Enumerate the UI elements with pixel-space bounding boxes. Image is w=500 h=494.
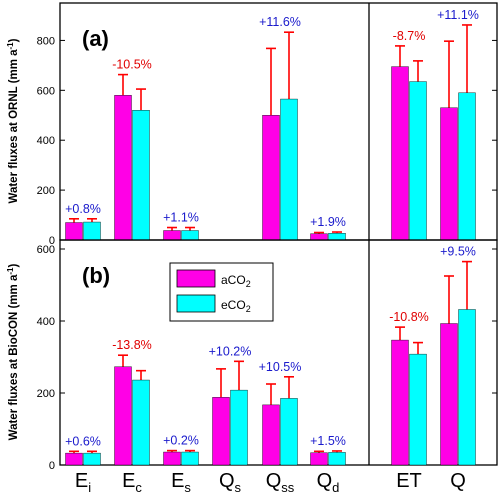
legend-swatch-aco2 xyxy=(176,269,216,288)
panel-b-y-axis-label-sup: -1 xyxy=(6,267,15,275)
panel-a-bar-eCO2-5 xyxy=(328,233,346,241)
panel-a-ytick-label-4: 800 xyxy=(37,35,55,47)
panel-a-ytick-label-3: 600 xyxy=(37,85,55,97)
panel-b-bar-eCO2-7 xyxy=(458,309,476,466)
legend-label-eco2-main: eCO xyxy=(221,298,246,312)
panel-a-change-label-1: -10.5% xyxy=(112,58,152,72)
panel-b-change-label-5: +1.5% xyxy=(310,434,346,448)
panel-b-ytick-label-1: 200 xyxy=(37,388,55,400)
panel-b-bar-aCO2-3 xyxy=(212,397,230,466)
panel-a-bar-aCO2-0 xyxy=(65,222,83,241)
panel-b-bars: +0.6% -13.8% +0.2% +10.2% +10.5% +1.5% -10.8% +… xyxy=(65,245,476,466)
panel-a: (a) 0 200 400 600 800 +0.8% -10.5% +1.1% +11.6%… xyxy=(6,2,498,247)
panel-a-change-label-0: +0.8% xyxy=(65,202,101,216)
panel-a-bar-aCO2-7 xyxy=(440,107,458,241)
panel-b-ytick-label-0: 0 xyxy=(49,460,55,472)
panel-a-change-label-5: +1.9% xyxy=(310,215,346,229)
x-category-label-1: Ec xyxy=(122,470,142,494)
panel-b-change-label-2: +0.2% xyxy=(163,434,199,448)
panel-b-change-label-3: +10.2% xyxy=(209,344,252,358)
panel-b-bar-aCO2-1 xyxy=(114,366,132,466)
legend-swatch-eco2 xyxy=(176,294,216,313)
panel-b-bar-eCO2-6 xyxy=(409,353,427,466)
legend: aCO2 eCO2 xyxy=(169,262,274,322)
panel-a-y-axis-label-sup: -1 xyxy=(6,42,15,50)
panel-b-y-axis-label-end: ) xyxy=(8,264,20,268)
panel-a-ytick-label-2: 400 xyxy=(37,135,55,147)
panel-b-ytick-label-2: 400 xyxy=(37,316,55,328)
panel-a-label: (a) xyxy=(82,26,109,51)
legend-label-aco2-sub: 2 xyxy=(246,279,251,289)
panel-b-bar-aCO2-0 xyxy=(65,452,83,466)
panel-b: (b) 0 200 400 600 +0.6% -13.8% +0.2% +10.2% +10… xyxy=(6,239,498,472)
panel-a-bar-eCO2-2 xyxy=(181,230,199,241)
panel-b-bar-eCO2-3 xyxy=(230,389,248,466)
panel-a-y-axis-label: Water fluxes at ORNL (mm a-1) xyxy=(6,38,20,203)
legend-label-aco2-main: aCO xyxy=(221,273,246,287)
panel-b-y-axis-label: Water fluxes at BioCON (mm a-1) xyxy=(6,264,20,441)
panel-b-change-label-4: +10.5% xyxy=(259,360,302,374)
panel-b-bar-eCO2-5 xyxy=(328,452,346,466)
legend-label-aco2: aCO2 xyxy=(221,273,251,289)
panel-b-bar-eCO2-4 xyxy=(280,398,298,466)
panel-b-bar-aCO2-4 xyxy=(262,404,280,466)
panel-a-change-label-2: +1.1% xyxy=(163,211,199,225)
panel-b-y-axis: 0 200 400 600 xyxy=(37,244,497,472)
panel-b-change-label-0: +0.6% xyxy=(65,434,101,448)
panel-a-change-label-4: +11.6% xyxy=(259,15,301,29)
panel-b-bar-aCO2-5 xyxy=(310,452,328,466)
panel-b-ytick-label-3: 600 xyxy=(37,244,55,256)
x-axis-category-labels: Ei Ec Es Qs Qss Qd ET Q xyxy=(75,470,466,494)
panel-a-ytick-label-1: 200 xyxy=(37,185,55,197)
panel-a-bar-eCO2-7 xyxy=(458,92,476,241)
panel-a-bar-aCO2-6 xyxy=(391,66,409,241)
panel-a-change-label-6: -8.7% xyxy=(393,29,426,43)
legend-label-eco2-sub: 2 xyxy=(246,304,251,314)
panel-a-y-axis-label-main: Water fluxes at ORNL (mm a xyxy=(8,49,20,204)
panel-a-y-axis: 0 200 400 600 800 xyxy=(37,35,497,247)
panel-a-bar-eCO2-0 xyxy=(83,221,101,241)
panel-a-bar-aCO2-1 xyxy=(114,95,132,241)
panel-a-bar-eCO2-6 xyxy=(409,81,427,241)
x-category-label-2: Es xyxy=(171,470,191,494)
panel-a-y-axis-label-end: ) xyxy=(8,38,20,42)
panel-b-label: (b) xyxy=(82,263,110,288)
x-category-label-3: Qs xyxy=(219,470,242,494)
panel-b-bar-eCO2-1 xyxy=(132,379,150,466)
legend-label-eco2: eCO2 xyxy=(221,298,251,314)
x-category-label-0: Ei xyxy=(75,470,91,494)
x-category-label-5: Qd xyxy=(317,470,340,494)
panel-b-bar-eCO2-2 xyxy=(181,451,199,466)
x-category-label-7: Q xyxy=(450,470,466,492)
panel-b-bar-aCO2-6 xyxy=(391,339,409,466)
panel-a-bars: +0.8% -10.5% +1.1% +11.6% +1.9% -8.7% +11.1% xyxy=(65,8,479,241)
panel-b-change-label-7: +9.5% xyxy=(440,245,476,259)
x-category-label-4: Qss xyxy=(266,470,295,494)
panel-b-bar-aCO2-7 xyxy=(440,323,458,466)
panel-a-ytick-label-0: 0 xyxy=(49,235,55,247)
panel-b-bar-eCO2-0 xyxy=(83,452,101,466)
panel-a-bar-eCO2-4 xyxy=(280,98,298,241)
panel-b-change-label-6: -10.8% xyxy=(389,310,429,324)
panel-a-bar-eCO2-1 xyxy=(132,110,150,241)
panel-b-y-axis-label-main: Water fluxes at BioCON (mm a xyxy=(8,274,20,440)
panel-a-change-label-7: +11.1% xyxy=(437,8,479,22)
panel-a-bar-aCO2-2 xyxy=(163,230,181,241)
x-category-label-6: ET xyxy=(396,470,422,492)
panel-a-bar-aCO2-4 xyxy=(262,115,280,241)
panel-b-change-label-1: -13.8% xyxy=(112,338,152,352)
panel-a-bar-aCO2-5 xyxy=(310,233,328,241)
panel-b-bar-aCO2-2 xyxy=(163,451,181,466)
